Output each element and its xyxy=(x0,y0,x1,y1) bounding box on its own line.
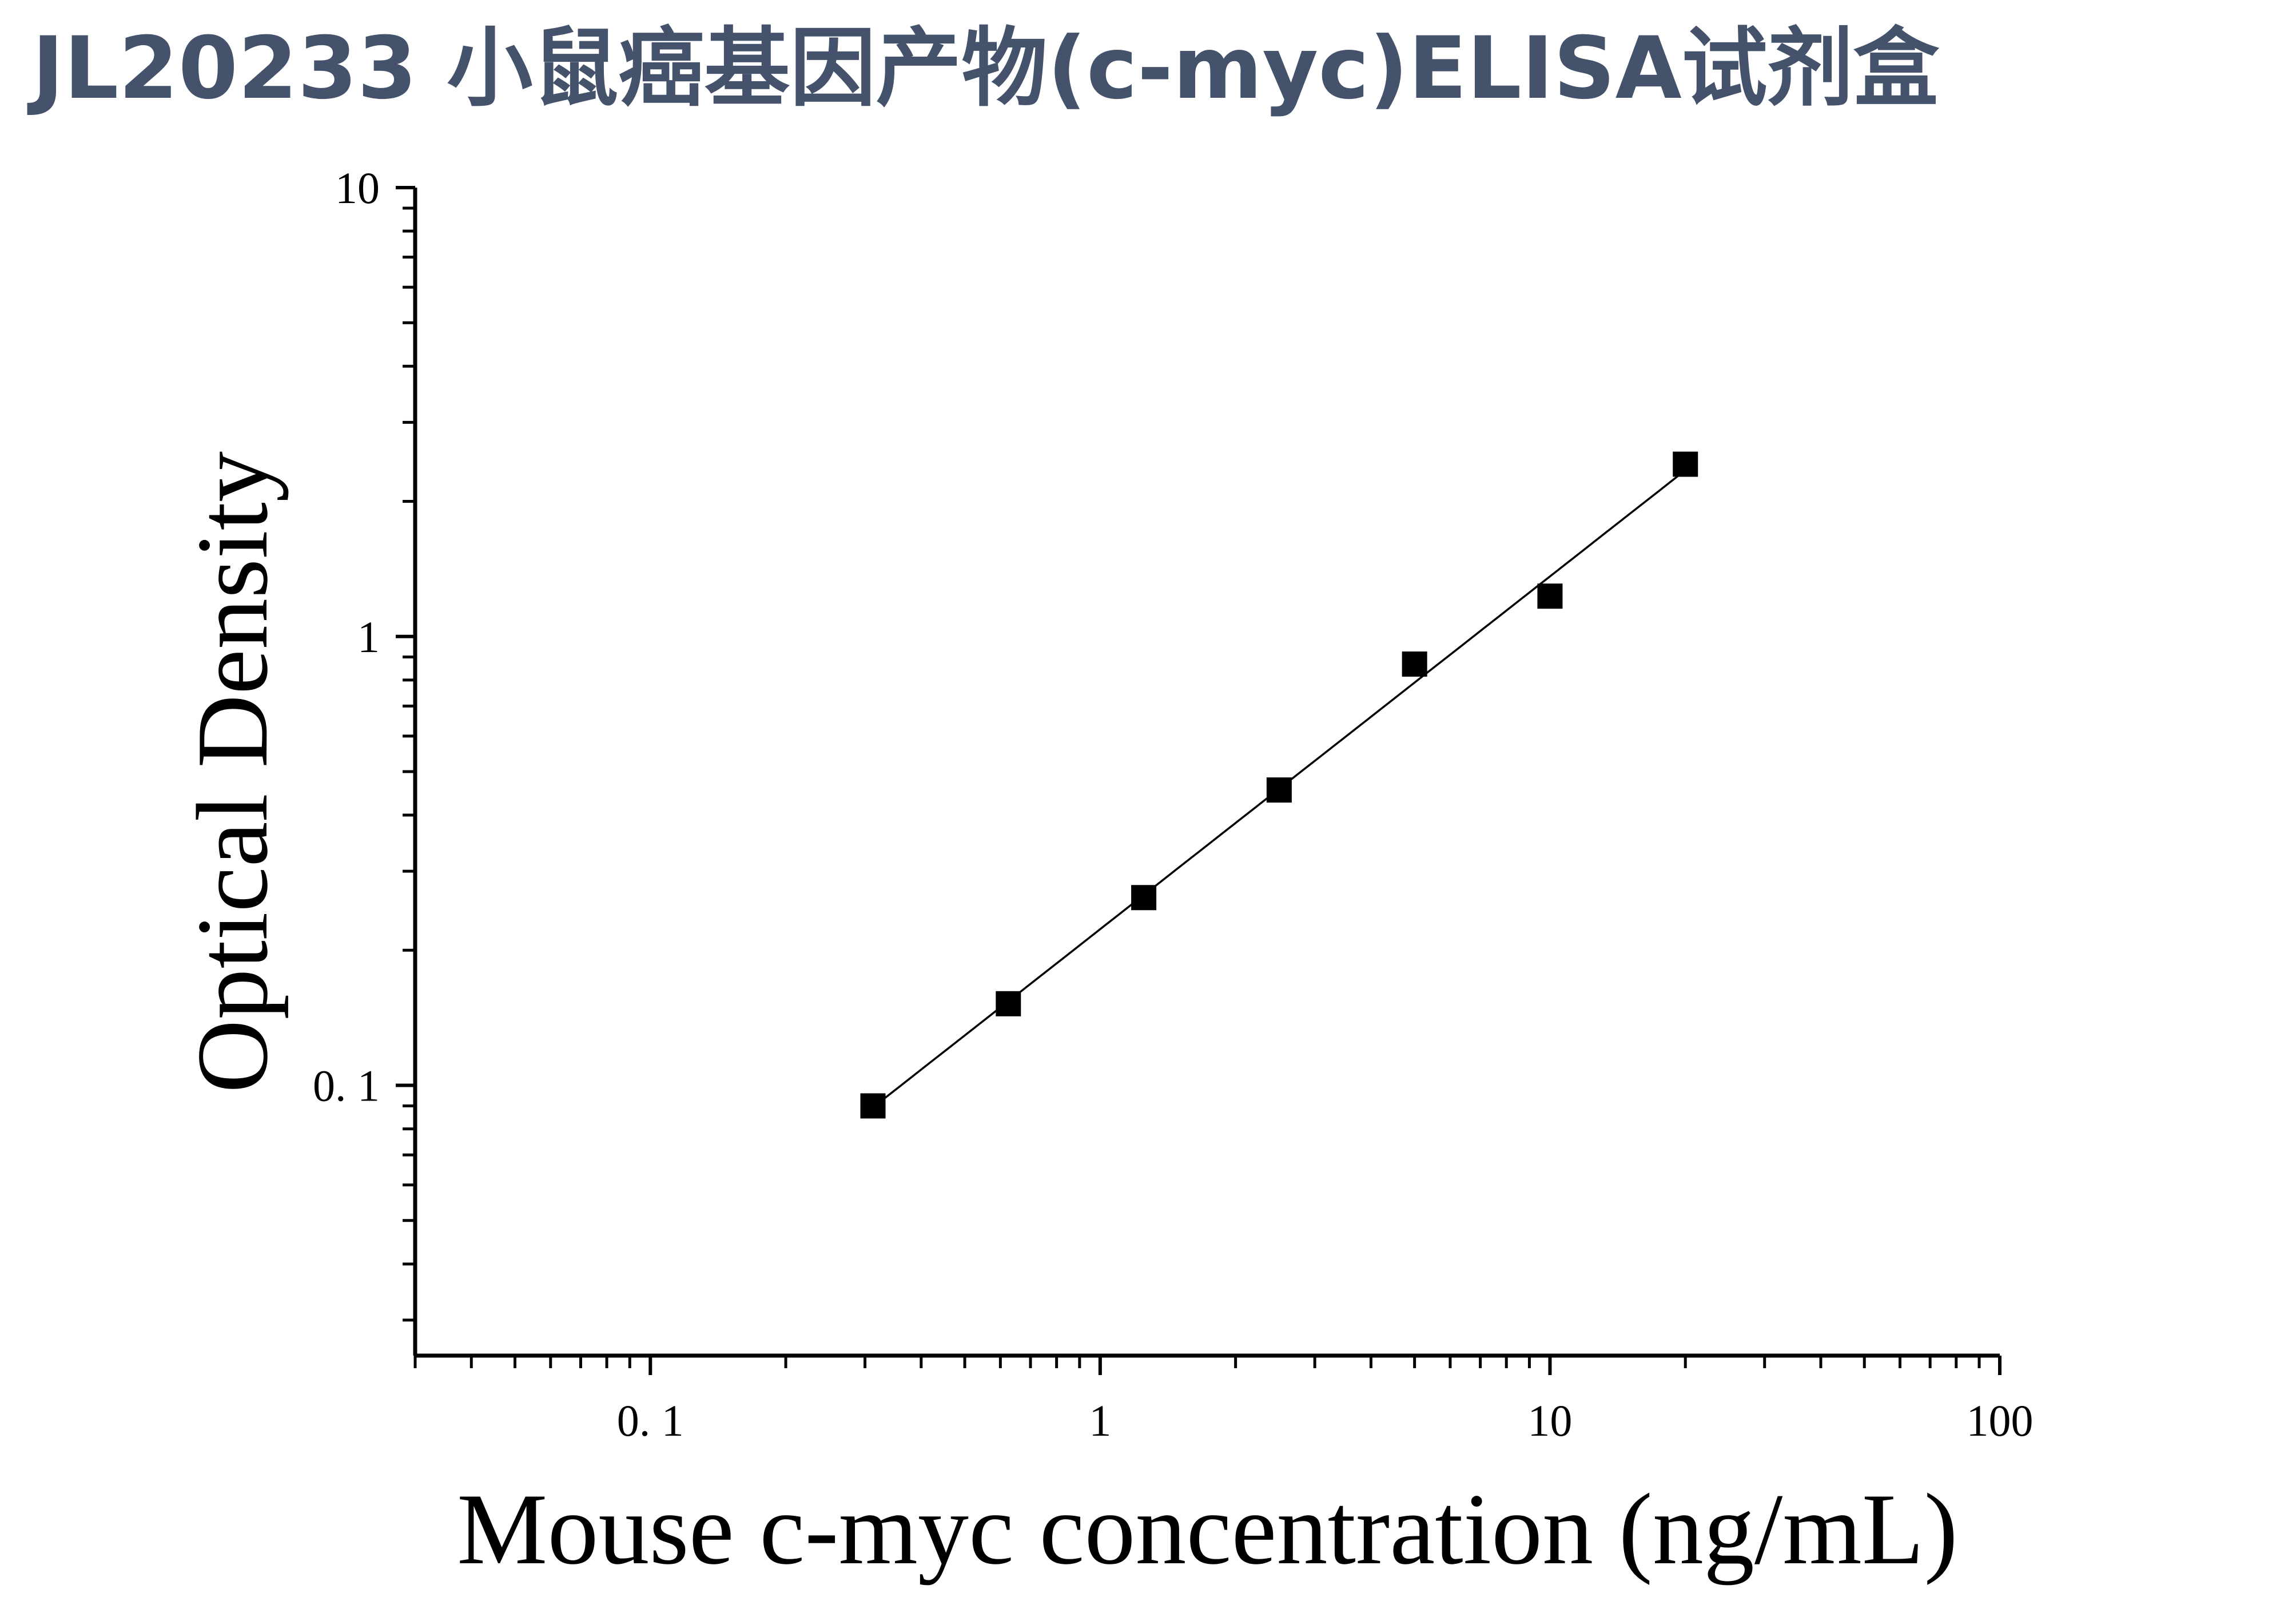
y-tick-label: 10 xyxy=(335,163,380,213)
x-axis-label: Mouse c-myc concentration (ng/mL) xyxy=(457,1472,1958,1586)
data-point xyxy=(1537,583,1563,609)
data-point xyxy=(1673,451,1698,477)
data-point xyxy=(1131,885,1157,911)
data-point xyxy=(1266,777,1292,803)
y-tick-label: 1 xyxy=(357,612,380,662)
data-point xyxy=(1402,651,1427,677)
x-tick-label: 10 xyxy=(1527,1396,1572,1445)
x-tick-label: 1 xyxy=(1089,1396,1111,1445)
data-point xyxy=(996,991,1021,1016)
data-point xyxy=(860,1093,886,1119)
y-tick-label: 0. 1 xyxy=(313,1061,380,1111)
page-title: JL20233 小鼠癌基因产物(c-myc)ELISA试剂盒 xyxy=(32,19,1939,118)
x-tick-label: 100 xyxy=(1967,1396,2034,1445)
plot-area: 0. 1 1 10 100 0. 1 1 10 Mouse c-myc concentrati… xyxy=(176,163,2034,1586)
x-tick-label: 0. 1 xyxy=(617,1396,684,1445)
y-axis-label: Optical Density xyxy=(176,451,289,1093)
